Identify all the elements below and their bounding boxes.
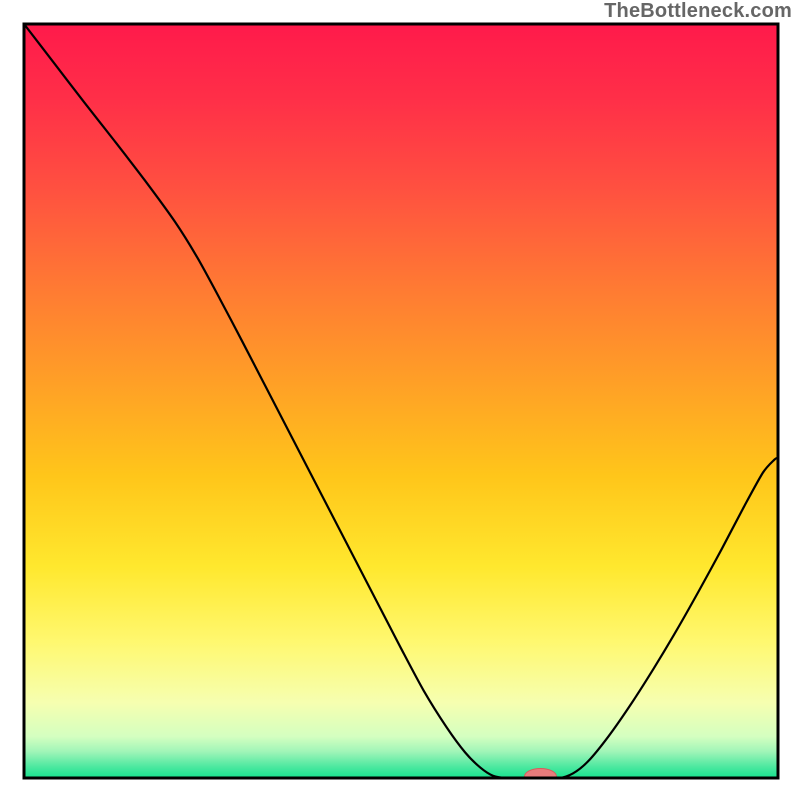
chart-container: TheBottleneck.com <box>0 0 800 800</box>
bottleneck-chart <box>0 0 800 800</box>
watermark-text: TheBottleneck.com <box>604 0 792 23</box>
optimum-marker <box>524 768 556 784</box>
gradient-background <box>24 24 778 778</box>
